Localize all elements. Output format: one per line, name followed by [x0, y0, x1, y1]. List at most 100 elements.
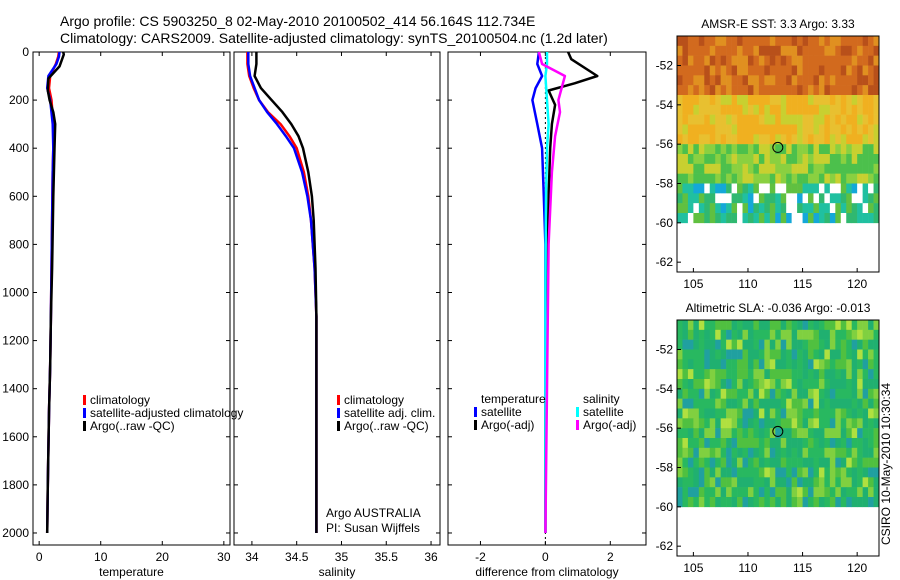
map-cell: [818, 75, 825, 86]
map-cell: [775, 203, 782, 214]
map-cell: [769, 457, 776, 468]
x-tick-label: 105: [683, 561, 703, 575]
map-cell: [726, 85, 732, 96]
map-cell: [824, 75, 831, 86]
x-tick-label: 34: [245, 550, 259, 564]
map-cell: [797, 36, 803, 47]
map-cell: [840, 369, 847, 380]
map-cell: [835, 45, 842, 56]
map-cell: [873, 329, 880, 340]
map-cell: [753, 114, 760, 125]
map-cell: [851, 36, 858, 47]
map-cell: [769, 379, 776, 390]
map-cell: [808, 183, 814, 194]
map-cell: [808, 467, 814, 478]
map-cell: [797, 55, 803, 66]
map-cell: [693, 114, 700, 125]
map-cell: [715, 369, 721, 380]
map-cell: [851, 203, 858, 214]
map-cell: [813, 193, 820, 204]
map-cell: [818, 320, 825, 331]
map-cell: [802, 438, 809, 449]
map-cell: [709, 398, 716, 409]
map-cell: [873, 183, 880, 194]
map-cell: [857, 359, 863, 370]
map-cell: [693, 379, 700, 390]
map-cell: [846, 45, 853, 56]
map-cell: [709, 203, 716, 214]
map-cell: [775, 55, 782, 66]
map-cell: [704, 320, 711, 331]
map-cell: [808, 388, 814, 399]
map-cell: [677, 457, 683, 468]
map-cell: [726, 467, 732, 478]
diff-legend-sal-label: Argo(-adj): [583, 418, 636, 432]
map-cell: [709, 95, 716, 106]
map-cell: [802, 369, 809, 380]
map-cell: [775, 144, 782, 155]
map-cell: [682, 457, 689, 468]
map-cell: [753, 457, 760, 468]
map-cell: [802, 457, 809, 468]
figure-title-line1: Argo profile: CS 5903250_8 02-May-2010 2…: [60, 13, 535, 29]
map-cell: [747, 183, 754, 194]
map-cell: [846, 85, 853, 96]
map-cell: [737, 124, 743, 135]
map-cell: [851, 55, 858, 66]
map-cell: [846, 124, 853, 135]
map-cell: [737, 65, 743, 76]
map-cell: [737, 173, 743, 184]
temp-legend-label: satellite-adjusted climatology: [90, 406, 243, 420]
map-cell: [704, 55, 711, 66]
map-cell: [698, 467, 705, 478]
map-cell: [857, 45, 863, 56]
map-cell: [824, 95, 831, 106]
map-cell: [726, 388, 732, 399]
map-cell: [829, 144, 836, 155]
map-cell: [862, 428, 869, 439]
y-tick-label: -60: [656, 500, 674, 514]
map-cell: [747, 134, 754, 145]
map-cell: [704, 124, 711, 135]
map-cell: [818, 398, 825, 409]
map-cell: [775, 457, 782, 468]
map-cell: [687, 418, 694, 429]
map-cell: [857, 379, 863, 390]
map-cell: [682, 55, 689, 66]
map-cell: [862, 154, 869, 165]
map-cell: [786, 65, 792, 76]
map-cell: [709, 144, 716, 155]
map-cell: [802, 477, 809, 488]
map-cell: [737, 104, 743, 115]
map-cell: [868, 349, 874, 360]
map-cell: [747, 418, 754, 429]
map-cell: [742, 36, 749, 47]
map-cell: [731, 163, 738, 174]
map-cell: [693, 144, 700, 155]
map-cell: [687, 379, 694, 390]
map-cell: [742, 329, 749, 340]
map-cell: [704, 75, 711, 86]
map-cell: [840, 75, 847, 86]
map-cell: [687, 45, 694, 56]
diff-legend-temp-swatch: [474, 407, 477, 417]
map-cell: [693, 45, 700, 56]
map-cell: [824, 349, 831, 360]
map-cell: [780, 447, 787, 458]
map-cell: [818, 369, 825, 380]
map-cell: [868, 438, 874, 449]
map-cell: [758, 104, 765, 115]
map-cell: [758, 95, 765, 106]
map-cell: [764, 183, 771, 194]
map-cell: [873, 144, 880, 155]
map-cell: [677, 124, 683, 135]
map-cell: [791, 173, 798, 184]
map-cell: [747, 438, 754, 449]
map-cell: [769, 95, 776, 106]
map-cell: [769, 134, 776, 145]
map-cell: [818, 114, 825, 125]
map-cell: [775, 75, 782, 86]
map-cell: [868, 36, 874, 47]
y-tick-label: 200: [9, 93, 29, 107]
map-cell: [682, 45, 689, 56]
